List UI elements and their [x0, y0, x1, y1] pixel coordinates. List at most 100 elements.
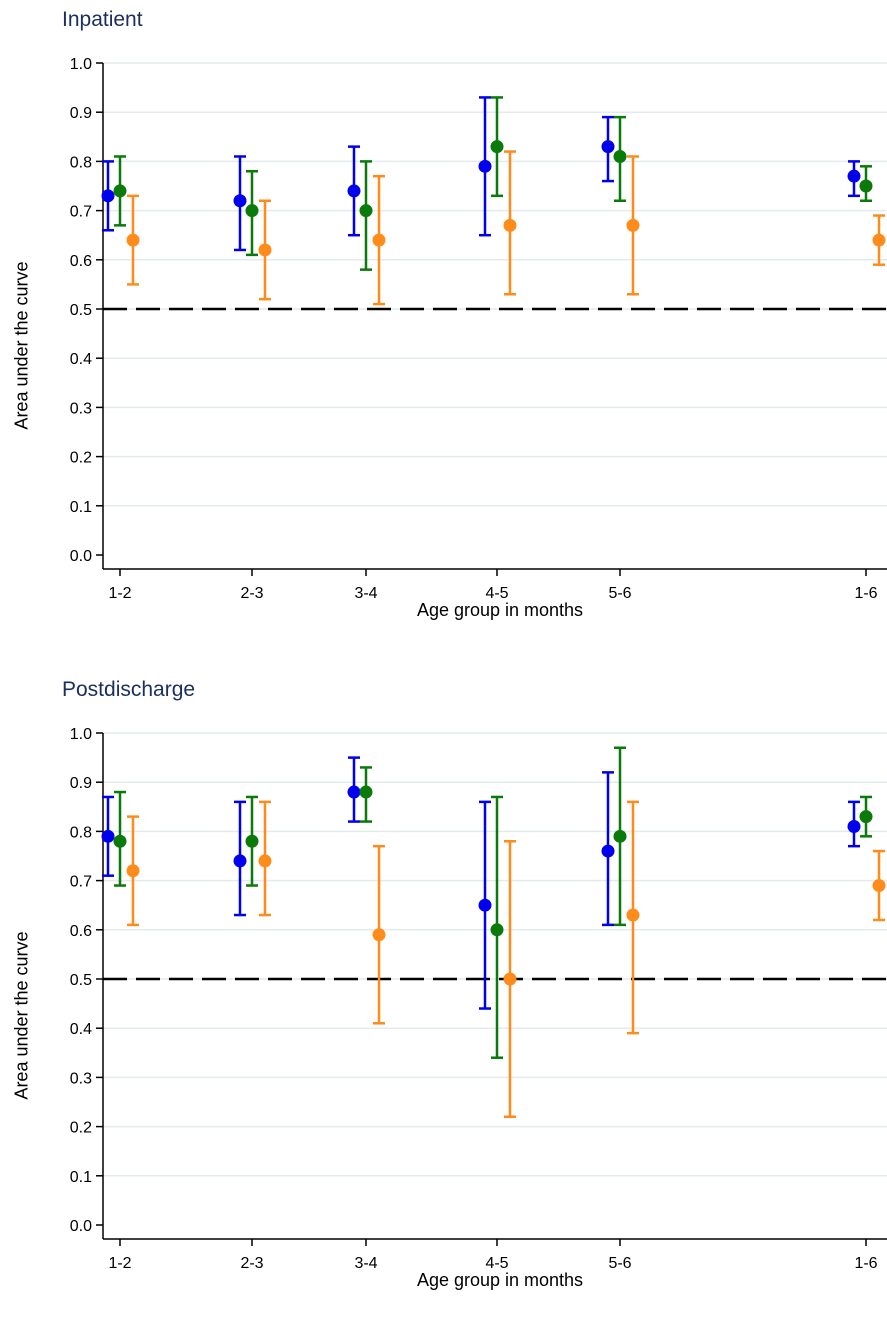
x-tick-label: 1-2: [108, 1255, 131, 1272]
chart-panel-postdischarge: Postdischarge 0.0 0.1 0.2 0.3 0.4 0.5 0.6 0.7 0.…: [0, 670, 887, 1340]
data-point: [372, 928, 386, 942]
error-bar: [601, 771, 615, 927]
chart-panel-inpatient: Inpatient 0.0 0.1 0.2 0.3 0.4 0.5 0.6 0.7 0.8 0.9…: [0, 0, 887, 670]
error-bar: [613, 115, 627, 203]
error-bar: [359, 160, 373, 271]
data-point: [503, 972, 517, 986]
data-point: [490, 140, 504, 154]
data-point: [372, 233, 386, 247]
x-tick-label: 5-6: [608, 585, 631, 602]
data-point: [490, 923, 504, 937]
y-tick-label: 0.7: [70, 874, 92, 891]
data-point: [101, 829, 115, 843]
x-tick-label: 3-4: [354, 1255, 377, 1272]
data-point: [347, 785, 361, 799]
y-tick-label: 0.2: [70, 1120, 92, 1137]
error-bar: [372, 844, 386, 1025]
data-point: [478, 159, 492, 173]
y-tick-label: 0.0: [70, 1218, 92, 1235]
data-point: [233, 854, 247, 868]
error-bar: [872, 849, 886, 922]
error-bar: [113, 155, 127, 227]
data-point: [601, 140, 615, 154]
data-point: [359, 785, 373, 799]
x-tick-label: 1-6: [854, 585, 877, 602]
x-axis-title: Age group in months: [416, 1270, 584, 1290]
y-tick-label: 0.3: [70, 400, 92, 417]
y-tick-label: 0.4: [70, 351, 92, 368]
error-bar: [478, 96, 492, 237]
data-point: [258, 854, 272, 868]
data-point: [113, 834, 127, 848]
data-point: [233, 194, 247, 208]
data-point: [126, 864, 140, 878]
y-tick-label: 0.0: [70, 548, 92, 565]
y-tick-label: 0.4: [70, 1021, 92, 1038]
error-bar: [245, 169, 259, 257]
error-bar: [101, 795, 115, 877]
y-tick-label: 0.3: [70, 1070, 92, 1087]
error-bar: [101, 160, 115, 232]
chart-plot: 0.0 0.1 0.2 0.3 0.4 0.5 0.6 0.7 0.8 0.9 1.0 1-2 2-3 3…: [70, 56, 887, 602]
data-point: [258, 243, 272, 257]
y-tick-label: 0.6: [70, 253, 92, 270]
data-point: [126, 233, 140, 247]
data-point: [245, 834, 259, 848]
error-bar: [258, 800, 272, 917]
data-point: [478, 898, 492, 912]
error-bar: [359, 766, 373, 823]
y-tick-label: 0.7: [70, 204, 92, 221]
data-point: [101, 189, 115, 203]
y-tick-label: 0.9: [70, 105, 92, 122]
error-bar: [847, 800, 861, 848]
x-tick-label: 1-2: [108, 585, 131, 602]
y-axis-title: Area under the curve: [11, 931, 32, 1100]
error-bar: [245, 795, 259, 887]
error-bar: [626, 155, 640, 296]
data-point: [613, 829, 627, 843]
error-bar: [613, 746, 627, 927]
error-bar: [503, 150, 517, 296]
error-bar: [490, 96, 504, 198]
y-tick-label: 0.6: [70, 923, 92, 940]
data-point: [859, 810, 873, 824]
error-bar: [859, 165, 873, 203]
data-point: [613, 149, 627, 163]
y-tick-label: 0.5: [70, 972, 92, 989]
error-bar: [126, 194, 140, 286]
x-tick-label: 2-3: [240, 1255, 263, 1272]
x-axis-title: Age group in months: [416, 600, 584, 620]
y-tick-label: 0.1: [70, 1169, 92, 1186]
data-point: [113, 184, 127, 198]
data-point: [347, 184, 361, 198]
error-bar: [490, 795, 504, 1059]
data-point: [872, 879, 886, 893]
data-point: [359, 204, 373, 218]
error-bar: [859, 795, 873, 838]
error-bar: [233, 800, 247, 917]
error-bar: [372, 174, 386, 306]
data-point: [847, 169, 861, 183]
error-bar: [478, 800, 492, 1010]
error-bar: [847, 160, 861, 198]
chart-plot: 0.0 0.1 0.2 0.3 0.4 0.5 0.6 0.7 0.8 0.9 1.0 1-2 2-3 3…: [70, 726, 887, 1272]
chart-title: Postdischarge: [62, 678, 196, 701]
y-tick-label: 0.1: [70, 499, 92, 516]
data-point: [847, 819, 861, 833]
error-bar: [113, 790, 127, 887]
error-bar: [347, 756, 361, 823]
error-bar: [258, 199, 272, 301]
y-tick-label: 0.9: [70, 775, 92, 792]
y-tick-label: 0.8: [70, 154, 92, 171]
error-bar: [626, 800, 640, 1035]
error-bar: [347, 145, 361, 237]
x-tick-label: 5-6: [608, 1255, 631, 1272]
x-tick-label: 4-5: [485, 1255, 508, 1272]
data-point: [245, 204, 259, 218]
data-point: [872, 233, 886, 247]
y-tick-label: 1.0: [70, 56, 92, 73]
error-bar: [233, 155, 247, 252]
error-bar: [872, 214, 886, 266]
x-tick-label: 3-4: [354, 585, 377, 602]
error-bar: [601, 115, 615, 183]
